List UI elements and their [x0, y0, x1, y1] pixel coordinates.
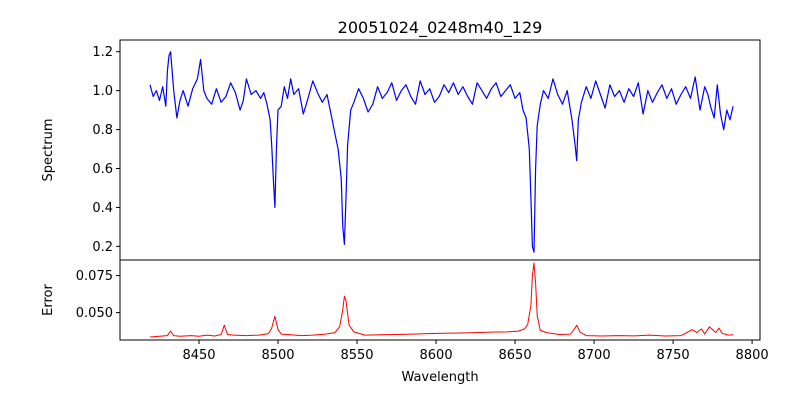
x-axis-label: Wavelength	[401, 370, 478, 385]
error-y-tick-label: 0.050	[76, 306, 113, 321]
spectrum-y-tick-label: 0.8	[92, 123, 113, 138]
x-tick-label: 8500	[261, 348, 294, 363]
chart-title: 20051024_0248m40_129	[338, 18, 543, 38]
spectrum-y-tick-label: 0.2	[92, 240, 113, 255]
error-series-line	[149, 262, 734, 338]
error-y-axis-label: Error	[41, 284, 56, 316]
spectrum-y-axis-label: Spectrum	[41, 119, 56, 182]
x-axis-ticks: 8450 8500 8550 8600 8650 8700 8750 8800	[182, 340, 769, 363]
x-tick-label: 8750	[657, 348, 690, 363]
x-tick-label: 8550	[340, 348, 373, 363]
x-tick-label: 8700	[578, 348, 611, 363]
x-tick-label: 8600	[420, 348, 453, 363]
spectrum-y-tick-label: 0.4	[92, 201, 113, 216]
error-y-tick-label: 0.075	[76, 269, 113, 284]
x-tick-label: 8650	[499, 348, 532, 363]
error-panel: 0.050 0.075 Error	[41, 259, 761, 341]
error-axes-frame	[119, 259, 761, 341]
spectrum-y-tick-label: 1.0	[92, 84, 113, 99]
x-tick-label: 8450	[182, 348, 215, 363]
spectrum-y-tick-label: 0.6	[92, 162, 113, 177]
spectrum-y-tick-label: 1.2	[92, 45, 113, 60]
spectrum-series-line	[149, 51, 734, 253]
x-tick-label: 8800	[736, 348, 769, 363]
